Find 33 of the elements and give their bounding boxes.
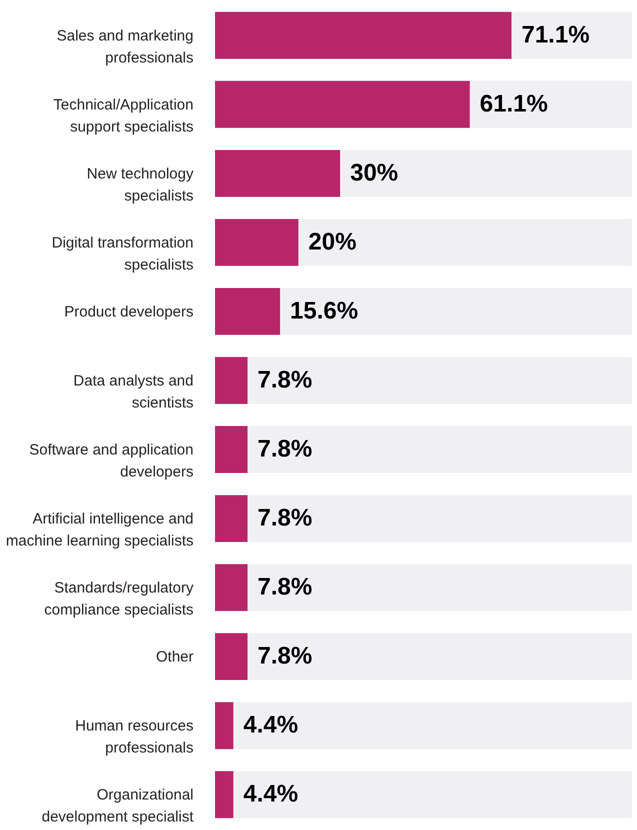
data-label: 30% bbox=[350, 159, 398, 186]
data-label: 61.1% bbox=[480, 90, 548, 118]
y-tick-label: Digital transformation specialists bbox=[52, 234, 194, 274]
y-tick-label: Technical/Application support specialists bbox=[53, 96, 194, 136]
data-label: 7.8% bbox=[258, 366, 312, 394]
y-tick-label: Product developers bbox=[64, 303, 194, 320]
bar bbox=[215, 702, 234, 750]
data-label: 7.8% bbox=[258, 504, 312, 532]
bar bbox=[215, 218, 298, 266]
y-tick-label: Software and application developers bbox=[29, 442, 194, 481]
y-tick-label: Data analysts and scientists bbox=[73, 372, 194, 412]
bar bbox=[215, 357, 248, 404]
bar bbox=[215, 633, 248, 680]
data-label: 71.1% bbox=[521, 21, 590, 48]
data-label: 7.8% bbox=[258, 642, 312, 670]
y-tick-label: Organizational development specialist bbox=[42, 786, 194, 826]
y-tick-label: Standards/regulatory compliance specialists bbox=[44, 580, 194, 619]
bar bbox=[215, 288, 280, 335]
y-tick-label: New technology specialists bbox=[86, 165, 194, 204]
data-label: 20% bbox=[308, 228, 356, 256]
data-label: 7.8% bbox=[258, 436, 312, 463]
y-tick-label: Artificial intelligence and machine learning specialists bbox=[6, 510, 194, 550]
y-tick-label: Sales and marketing professionals bbox=[56, 27, 194, 66]
bar bbox=[215, 426, 248, 473]
data-label: 15.6% bbox=[290, 297, 358, 324]
bar bbox=[215, 495, 248, 542]
y-tick-label: Human resources professionals bbox=[75, 718, 194, 757]
data-label: 7.8% bbox=[258, 574, 312, 601]
y-tick-label: Other bbox=[156, 648, 194, 666]
data-label: 4.4% bbox=[243, 780, 298, 808]
bar bbox=[215, 564, 248, 612]
bar bbox=[215, 771, 234, 818]
data-label: 4.4% bbox=[243, 712, 298, 739]
